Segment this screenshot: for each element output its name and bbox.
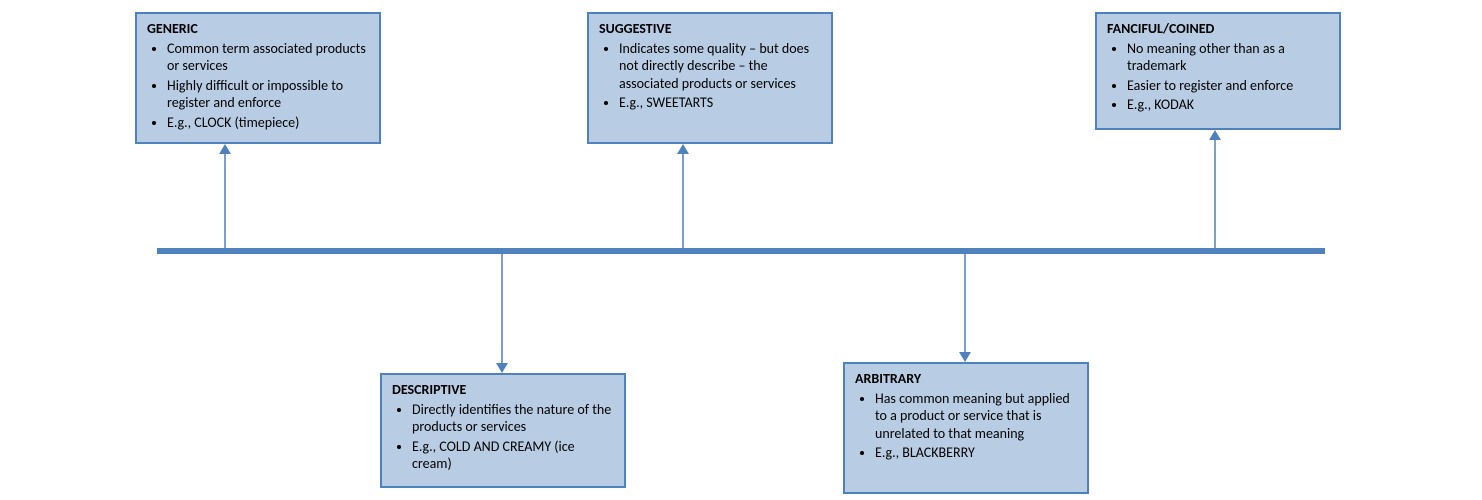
bullet: E.g., COLD AND CREAMY (ice cream) bbox=[412, 438, 614, 473]
box-bullets-suggestive: Indicates some quality – but does not di… bbox=[599, 40, 821, 112]
box-title-arbitrary: ARBITRARY bbox=[855, 370, 1077, 388]
box-bullets-descriptive: Directly identifies the nature of the pr… bbox=[392, 401, 614, 473]
box-title-suggestive: SUGGESTIVE bbox=[599, 20, 821, 38]
box-fanciful: FANCIFUL/COINED No meaning other than as … bbox=[1095, 12, 1341, 130]
bullet: Easier to register and enforce bbox=[1127, 77, 1329, 95]
bullet: E.g., SWEETARTS bbox=[619, 94, 821, 112]
box-suggestive: SUGGESTIVE Indicates some quality – but d… bbox=[587, 12, 833, 144]
arrow-suggestive bbox=[673, 144, 693, 248]
bullet: Common term associated products or servi… bbox=[167, 40, 369, 75]
bullet: Highly difficult or impossible to regist… bbox=[167, 77, 369, 112]
bullet: Indicates some quality – but does not di… bbox=[619, 40, 821, 93]
box-descriptive: DESCRIPTIVE Directly identifies the natur… bbox=[380, 373, 626, 488]
bullet: E.g., KODAK bbox=[1127, 96, 1329, 114]
bullet: E.g., CLOCK (timepiece) bbox=[167, 114, 369, 132]
bullet: No meaning other than as a trademark bbox=[1127, 40, 1329, 75]
arrow-descriptive bbox=[492, 254, 512, 373]
box-title-descriptive: DESCRIPTIVE bbox=[392, 381, 614, 399]
box-bullets-generic: Common term associated products or servi… bbox=[147, 40, 369, 132]
box-bullets-arbitrary: Has common meaning but applied to a prod… bbox=[855, 390, 1077, 462]
bullet: E.g., BLACKBERRY bbox=[875, 444, 1077, 462]
box-arbitrary: ARBITRARY Has common meaning but applied … bbox=[843, 362, 1089, 494]
bullet: Has common meaning but applied to a prod… bbox=[875, 390, 1077, 443]
trademark-spectrum-diagram: GENERIC Common term associated products o… bbox=[0, 0, 1482, 500]
spectrum-axis bbox=[157, 248, 1325, 254]
arrow-fanciful bbox=[1205, 130, 1225, 248]
box-title-fanciful: FANCIFUL/COINED bbox=[1107, 20, 1329, 38]
bullet: Directly identifies the nature of the pr… bbox=[412, 401, 614, 436]
box-bullets-fanciful: No meaning other than as a trademark Easi… bbox=[1107, 40, 1329, 114]
arrow-arbitrary bbox=[955, 254, 975, 362]
arrow-generic bbox=[215, 144, 235, 248]
box-generic: GENERIC Common term associated products o… bbox=[135, 12, 381, 144]
box-title-generic: GENERIC bbox=[147, 20, 369, 38]
